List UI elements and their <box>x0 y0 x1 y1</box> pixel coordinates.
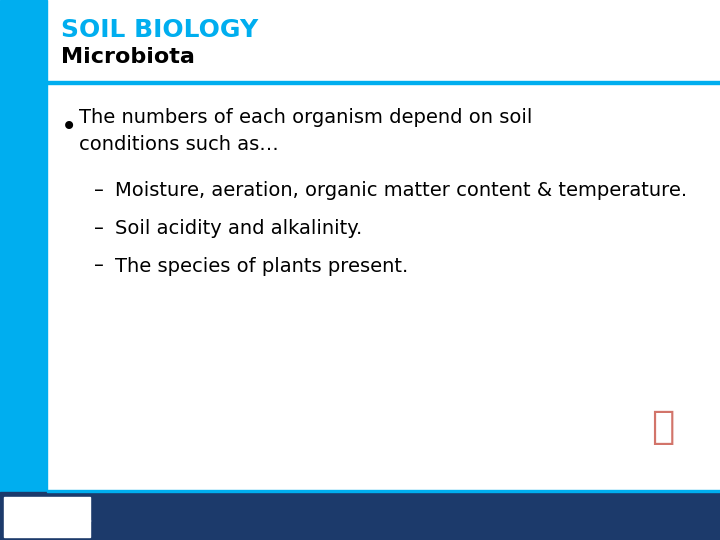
Text: –: – <box>94 219 104 238</box>
Text: 🌸: 🌸 <box>651 408 674 445</box>
Text: The species of plants present.: The species of plants present. <box>115 256 408 275</box>
Text: SOIL BIOLOGY: SOIL BIOLOGY <box>61 18 258 42</box>
Text: –: – <box>94 181 104 200</box>
Text: Pearson Prentice Hall - Upper Saddle River, NJ 07458: Pearson Prentice Hall - Upper Saddle Riv… <box>459 514 698 523</box>
Text: Moisture, aeration, organic matter content & temperature.: Moisture, aeration, organic matter conte… <box>115 181 688 200</box>
Text: PEARSON: PEARSON <box>17 511 76 521</box>
Text: ✱: ✱ <box>11 10 37 39</box>
Text: –: – <box>94 256 104 275</box>
Text: Practical Horticulture 7th edition: Practical Horticulture 7th edition <box>104 501 251 509</box>
Text: Microbiota: Microbiota <box>61 46 195 67</box>
Text: By Laura Williams Rice and Robert P. Rice, Jr.: By Laura Williams Rice and Robert P. Ric… <box>104 514 307 523</box>
Text: © 2011, 2006, 2003, 2000, 1997  Pearson Education, Inc.: © 2011, 2006, 2003, 2000, 1997 Pearson E… <box>438 501 698 509</box>
Text: Soil acidity and alkalinity.: Soil acidity and alkalinity. <box>115 219 362 238</box>
Text: The numbers of each organism depend on soil
conditions such as…: The numbers of each organism depend on s… <box>79 108 533 153</box>
Text: •: • <box>61 113 78 141</box>
